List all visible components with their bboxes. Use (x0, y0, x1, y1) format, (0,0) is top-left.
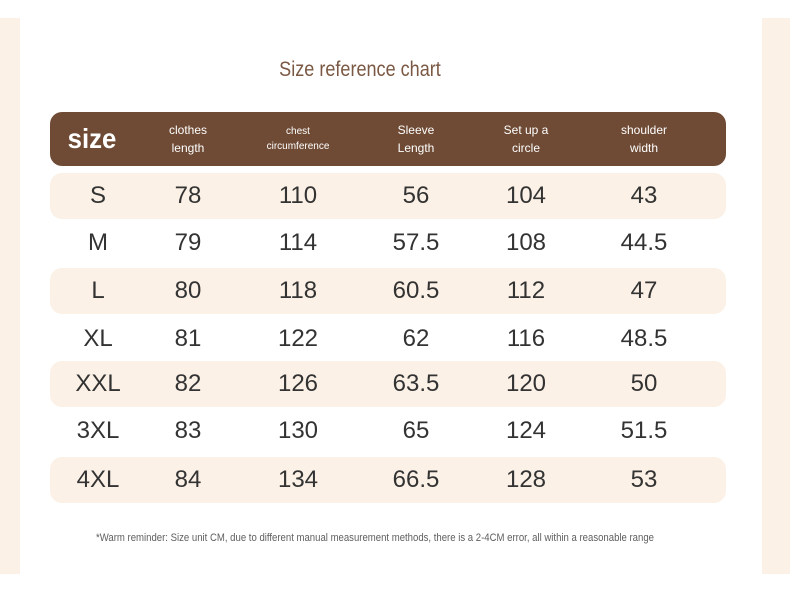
cell-sleeve: 66.5 (392, 466, 440, 493)
right-background-strip (762, 18, 790, 574)
header-shoulder-line1: shoulder (620, 123, 668, 137)
cell-hem: 112 (506, 277, 546, 304)
table-header: size clothes length chest circumference Sl… (50, 112, 726, 166)
cell-shoulder: 48.5 (620, 325, 668, 352)
cell-size: 4XL (76, 466, 120, 493)
cell-chest: 134 (277, 466, 319, 493)
cell-sleeve: 56 (402, 182, 430, 209)
cell-length: 78 (174, 182, 202, 209)
header-clothes-length-line2: length (171, 141, 205, 155)
cell-sleeve: 65 (402, 417, 430, 444)
cell-size: L (91, 277, 105, 304)
cell-shoulder: 43 (630, 182, 658, 209)
cell-shoulder: 50 (630, 370, 658, 397)
cell-length: 81 (174, 325, 202, 352)
cell-sleeve: 60.5 (392, 277, 440, 304)
header-shoulder-line2: width (629, 141, 658, 155)
table-row: XXL 82 126 63.5 120 50 (50, 361, 726, 407)
header-sleeve-line1: Sleeve (397, 123, 435, 137)
header-chest-circumference: chest circumference (246, 112, 350, 166)
chart-title: Size reference chart (279, 58, 441, 81)
cell-hem: 104 (505, 182, 547, 209)
cell-shoulder: 53 (630, 466, 658, 493)
cell-length: 83 (174, 417, 202, 444)
cell-chest: 130 (277, 417, 319, 444)
cell-length: 80 (174, 277, 202, 304)
cell-size: S (89, 182, 106, 209)
header-clothes-length-line1: clothes (168, 123, 208, 137)
cell-sleeve: 57.5 (392, 229, 440, 256)
header-chest-line2: circumference (266, 141, 330, 152)
cell-hem: 128 (505, 466, 547, 493)
cell-shoulder: 51.5 (620, 417, 668, 444)
cell-hem: 108 (505, 229, 547, 256)
table-row: 4XL 84 134 66.5 128 53 (50, 457, 726, 503)
cell-chest: 126 (277, 370, 319, 397)
cell-length: 82 (174, 370, 202, 397)
cell-hem: 124 (505, 417, 547, 444)
cell-shoulder: 44.5 (620, 229, 668, 256)
header-hem-line2: circle (511, 141, 540, 155)
table-row: L 80 118 60.5 112 47 (50, 268, 726, 314)
warm-reminder-note: *Warm reminder: Size unit CM, due to dif… (96, 532, 654, 544)
table-row: S 78 110 56 104 43 (50, 173, 726, 219)
cell-chest: 118 (278, 277, 318, 304)
cell-sleeve: 63.5 (392, 370, 440, 397)
table-row: M 79 114 57.5 108 44.5 (50, 220, 726, 266)
header-hem-line1: Set up a (503, 123, 549, 137)
left-background-strip (0, 18, 20, 574)
cell-length: 79 (174, 229, 202, 256)
cell-chest: 114 (278, 229, 318, 256)
header-shoulder-width: shoulder width (598, 112, 690, 166)
cell-hem: 116 (506, 325, 546, 352)
cell-chest: 122 (277, 325, 319, 352)
header-clothes-length: clothes length (142, 112, 234, 166)
cell-shoulder: 47 (630, 277, 658, 304)
cell-size: M (88, 229, 108, 256)
cell-size: 3XL (76, 417, 120, 444)
cell-sleeve: 62 (402, 325, 430, 352)
header-sleeve-line2: Length (397, 141, 435, 155)
cell-hem: 120 (505, 370, 547, 397)
header-size: size (67, 123, 117, 154)
cell-size: XL (83, 325, 113, 352)
cell-size: XXL (75, 370, 121, 397)
cell-length: 84 (174, 466, 202, 493)
header-hem-circle: Set up a circle (480, 112, 572, 166)
header-sleeve-length: Sleeve Length (370, 112, 462, 166)
table-row: XL 81 122 62 116 48.5 (50, 316, 726, 362)
cell-chest: 110 (278, 182, 318, 209)
table-row: 3XL 83 130 65 124 51.5 (50, 408, 726, 454)
header-chest-line1: chest (286, 126, 310, 137)
